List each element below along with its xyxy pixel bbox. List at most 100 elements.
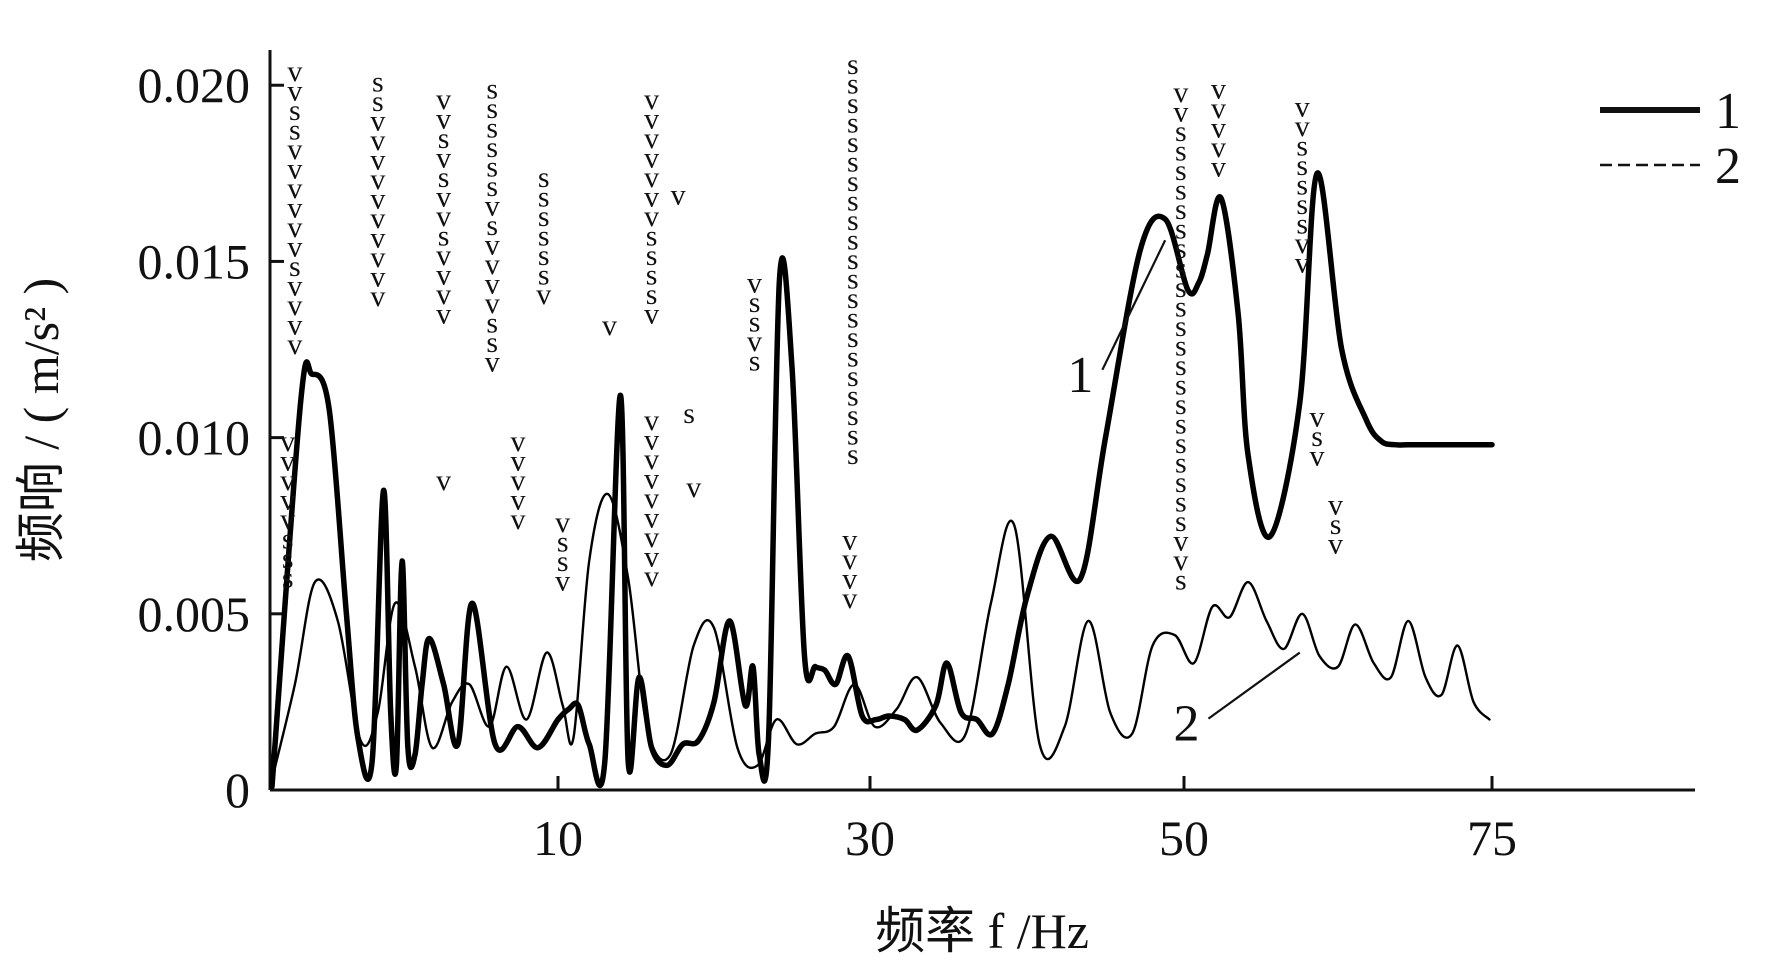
marker-letter-v: v [644, 462, 659, 495]
marker-letter-v: v [1310, 439, 1325, 472]
marker-letter-s: s [847, 263, 859, 296]
marker-letter-s: s [847, 126, 859, 159]
marker-letter-v: v [280, 464, 295, 497]
marker-letter-s: s [847, 380, 859, 413]
marker-letter-v: v [485, 229, 500, 262]
x-tick-label: 50 [1159, 810, 1209, 866]
marker-letter-s: s [847, 438, 859, 471]
y-tick-label: 0.010 [138, 410, 251, 466]
marker-letter-s: s [1175, 408, 1187, 441]
marker-letter-s: s [847, 107, 859, 140]
marker-letter-s: s [538, 200, 550, 233]
marker-letter-v: v [644, 482, 659, 515]
marker-letter-v: v [510, 484, 525, 517]
marker-letter-v: v [436, 464, 451, 497]
marker-letter-s: s [847, 282, 859, 315]
marker-letter-s: s [282, 562, 294, 595]
marker-letter-s: s [289, 114, 301, 147]
marker-letter-s: s [1175, 349, 1187, 382]
annotation-leader-2 [1207, 651, 1301, 720]
marker-letter-v: v [1173, 525, 1188, 558]
marker-letter-v: v [644, 521, 659, 554]
marker-letter-v: v [842, 524, 857, 557]
marker-letter-v: v [280, 503, 295, 536]
marker-letter-s: s [1175, 291, 1187, 324]
marker-letter-s: s [538, 180, 550, 213]
marker-letter-s: s [1175, 115, 1187, 148]
marker-letter-v: v [287, 231, 302, 264]
marker-letter-v: v [1295, 110, 1310, 143]
marker-letter-s: s [847, 321, 859, 354]
marker-letter-v: v [1211, 92, 1226, 125]
marker-letter-v: v [686, 471, 701, 504]
marker-letter-v: v [644, 298, 659, 331]
marker-letter-v: v [644, 443, 659, 476]
marker-letter-v: v [842, 543, 857, 576]
series-line-1 [269, 170, 1495, 790]
marker-letter-s: s [1296, 188, 1308, 221]
marker-letter-v: v [370, 144, 385, 177]
marker-letter-v: v [747, 266, 762, 299]
marker-letter-v: v [510, 464, 525, 497]
marker-letter-v: v [280, 484, 295, 517]
marker-letter-s: s [847, 243, 859, 276]
marker-letter-v: v [1328, 527, 1343, 560]
marker-letter-s: s [1175, 174, 1187, 207]
x-tick-label: 75 [1467, 810, 1517, 866]
marker-letter-s: s [847, 224, 859, 257]
marker-letter-s: s [282, 542, 294, 575]
marker-letter-v: v [555, 506, 570, 539]
marker-letter-s: s [847, 87, 859, 120]
marker-letter-v: v [1295, 246, 1310, 279]
marker-letter-s: s [847, 68, 859, 101]
marker-letter-v: v [485, 346, 500, 379]
marker-letter-v: v [287, 270, 302, 303]
marker-letter-v: v [644, 83, 659, 116]
marker-letter-s: s [486, 131, 498, 164]
marker-letter-v: v [485, 248, 500, 281]
marker-letter-s: s [486, 307, 498, 340]
marker-letter-s: s [847, 165, 859, 198]
marker-letter-v: v [1211, 73, 1226, 106]
marker-letter-s: s [646, 239, 658, 272]
marker-letter-s: s [847, 399, 859, 432]
marker-letter-s: s [486, 92, 498, 125]
marker-letter-s: s [538, 161, 550, 194]
marker-letter-s: s [646, 259, 658, 292]
marker-letter-s: s [1175, 154, 1187, 187]
marker-letter-s: s [486, 73, 498, 106]
marker-letter-s: s [1175, 135, 1187, 168]
annotation-label-2: 2 [1173, 696, 1199, 753]
marker-letter-v: v [1211, 131, 1226, 164]
marker-letter-v: v [510, 445, 525, 478]
marker-letter-v: v [370, 202, 385, 235]
marker-letter-v: v [370, 105, 385, 138]
marker-letter-v: v [1173, 96, 1188, 129]
marker-letter-s: s [538, 239, 550, 272]
marker-letter-v: v [485, 268, 500, 301]
marker-letter-v: v [747, 325, 762, 358]
marker-letter-v: v [1295, 227, 1310, 260]
marker-letter-v: v [644, 501, 659, 534]
marker-letter-s: s [1330, 508, 1342, 541]
marker-letter-v: v [436, 239, 451, 272]
marker-letter-s: s [683, 397, 695, 430]
marker-letter-v: v [1310, 400, 1325, 433]
marker-letter-v: v [644, 560, 659, 593]
marker-letter-v: v [287, 75, 302, 108]
marker-letter-v: v [370, 163, 385, 196]
marker-letter-s: s [1296, 129, 1308, 162]
marker-letter-v: v [1211, 112, 1226, 145]
x-ticks: 10 30 50 75 [533, 776, 1517, 866]
marker-letter-v: v [436, 259, 451, 292]
marker-letter-v: v [436, 181, 451, 214]
legend: 12 [1600, 83, 1741, 195]
marker-letter-s: s [1175, 388, 1187, 421]
marker-letter-s: s [486, 151, 498, 184]
marker-letter-v: v [370, 261, 385, 294]
marker-letters: vvssvvvvvvsvvvvvvvvvsssssvvvvvvvvvvvvsvs… [280, 48, 1343, 615]
marker-letter-v: v [436, 83, 451, 116]
marker-letter-v: v [671, 178, 686, 211]
marker-letter-v: v [485, 287, 500, 320]
